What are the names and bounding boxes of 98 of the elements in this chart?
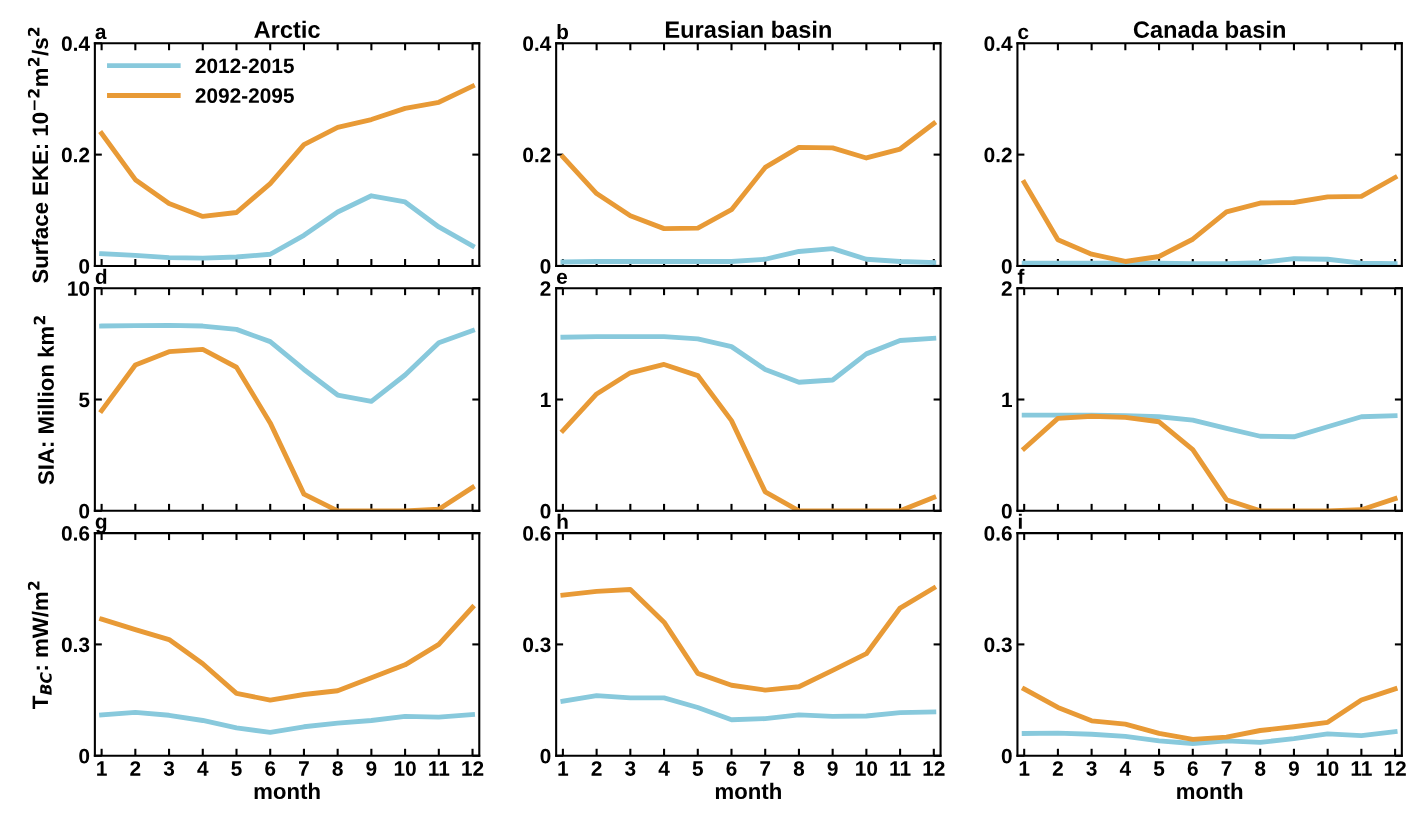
y-tick-label: 0.2	[523, 147, 551, 163]
line-series	[99, 193, 475, 261]
line-series	[1021, 686, 1398, 742]
x-tick-label: 8	[793, 761, 805, 776]
text: i	[1018, 513, 1022, 529]
x-tick-label: 10	[394, 761, 416, 776]
x-tick-label: 11	[1351, 761, 1372, 776]
x-tick-label: 12	[1384, 761, 1406, 776]
x-tick-label: 4	[658, 761, 670, 776]
chart-title: Arctic	[254, 20, 320, 38]
x-tick-label: 2	[591, 761, 602, 776]
x-tick-label: 9	[1288, 761, 1299, 776]
y-tick-label: 1	[541, 392, 551, 408]
x-tick-label: 1	[1019, 761, 1030, 776]
y-tick-label: 0	[79, 748, 90, 764]
text: b	[557, 23, 569, 40]
x-tick-label: 5	[1153, 761, 1165, 776]
line-series	[1021, 175, 1398, 264]
text: e	[556, 272, 568, 285]
x-tick-label: 4	[197, 761, 209, 776]
x-axis-title: month	[254, 782, 320, 800]
y-tick-label: 0.6	[61, 526, 90, 541]
line-series	[1021, 413, 1398, 511]
chart-title: Canada basin	[1133, 20, 1285, 38]
x-tick-label: 5	[692, 761, 703, 776]
y-axis-title: Surface EKE: 10$^{−2}$m$^{2}$/s$^{2}$	[27, 27, 49, 283]
x-tick-label: 2	[1052, 761, 1063, 776]
line-series	[560, 121, 937, 232]
line-series	[560, 246, 937, 266]
y-tick-label: 0	[540, 748, 551, 764]
x-tick-label: 8	[1255, 761, 1266, 776]
x-tick-label: 4	[1119, 761, 1132, 776]
y-tick-label: 10	[68, 281, 90, 296]
y-tick-label: 0	[1001, 503, 1012, 519]
y-tick-label: 0	[1001, 748, 1012, 764]
x-tick-label: 10	[1317, 761, 1339, 776]
x-tick-label: 3	[163, 761, 175, 776]
x-tick-label: 9	[366, 761, 377, 776]
x-tick-label: 3	[1086, 761, 1097, 776]
text: f	[1017, 268, 1025, 284]
y-tick-label: 2	[540, 281, 551, 296]
y-axis-title: T$_{BC}$: mW/m$^{2}$	[27, 581, 52, 709]
line-series	[560, 693, 937, 723]
y-tick-label: 0	[79, 258, 90, 274]
x-tick-label: 7	[760, 761, 771, 776]
legend-label: 2012-2015	[195, 58, 294, 74]
x-tick-label: 6	[726, 761, 737, 776]
line-series	[1021, 729, 1398, 746]
line-series	[99, 709, 475, 735]
y-tick-label: 0	[1001, 258, 1012, 274]
y-tick-label: 0.4	[523, 36, 552, 52]
x-tick-label: 10	[856, 761, 878, 776]
line-series	[99, 346, 475, 511]
text: d	[95, 268, 107, 285]
x-tick-label: 1	[558, 761, 569, 776]
text: a	[95, 27, 107, 40]
y-tick-label: 0.2	[61, 147, 90, 163]
y-tick-label: 0.6	[523, 526, 551, 541]
legend-label: 2092-2095	[195, 88, 294, 104]
x-tick-label: 6	[265, 761, 276, 776]
y-tick-label: 0.3	[61, 637, 90, 653]
x-tick-label: 8	[332, 761, 343, 776]
y-tick-label: 0.6	[984, 526, 1012, 541]
y-tick-label: 0.2	[984, 147, 1012, 163]
line-series	[560, 362, 937, 511]
line-series	[99, 604, 475, 703]
y-tick-label: 0.3	[984, 637, 1012, 653]
chart-title: Eurasian basin	[665, 20, 831, 38]
y-tick-label: 5	[79, 392, 90, 408]
y-tick-label: 0	[540, 503, 551, 519]
x-tick-label: 1	[97, 761, 107, 776]
x-tick-label: 5	[231, 761, 242, 776]
x-tick-label: 11	[890, 761, 911, 776]
x-tick-label: 7	[1221, 761, 1232, 776]
x-tick-label: 9	[827, 761, 838, 776]
x-tick-label: 12	[462, 761, 484, 776]
x-axis-title: month	[1177, 782, 1243, 800]
line-series	[560, 334, 937, 385]
x-tick-label: 7	[299, 761, 309, 776]
text: h	[557, 513, 568, 529]
y-tick-label: 2	[1001, 281, 1012, 296]
y-tick-label: 0.4	[984, 36, 1013, 52]
y-tick-label: 0.3	[523, 637, 551, 653]
line-series	[99, 322, 475, 404]
x-tick-label: 12	[923, 761, 945, 776]
x-axis-title: month	[715, 782, 781, 800]
text: c	[1018, 27, 1029, 40]
y-tick-label: 0	[540, 258, 551, 274]
y-tick-label: 0	[79, 503, 90, 519]
line-series	[560, 585, 937, 693]
x-tick-label: 2	[130, 761, 141, 776]
x-tick-label: 6	[1187, 761, 1198, 776]
x-tick-label: 3	[625, 761, 636, 776]
y-axis-title: SIA: Million km$^{2}$	[33, 316, 54, 485]
line-series	[99, 83, 475, 219]
y-tick-label: 1	[1002, 392, 1012, 408]
x-tick-label: 11	[429, 761, 450, 776]
y-tick-label: 0.4	[61, 36, 90, 52]
